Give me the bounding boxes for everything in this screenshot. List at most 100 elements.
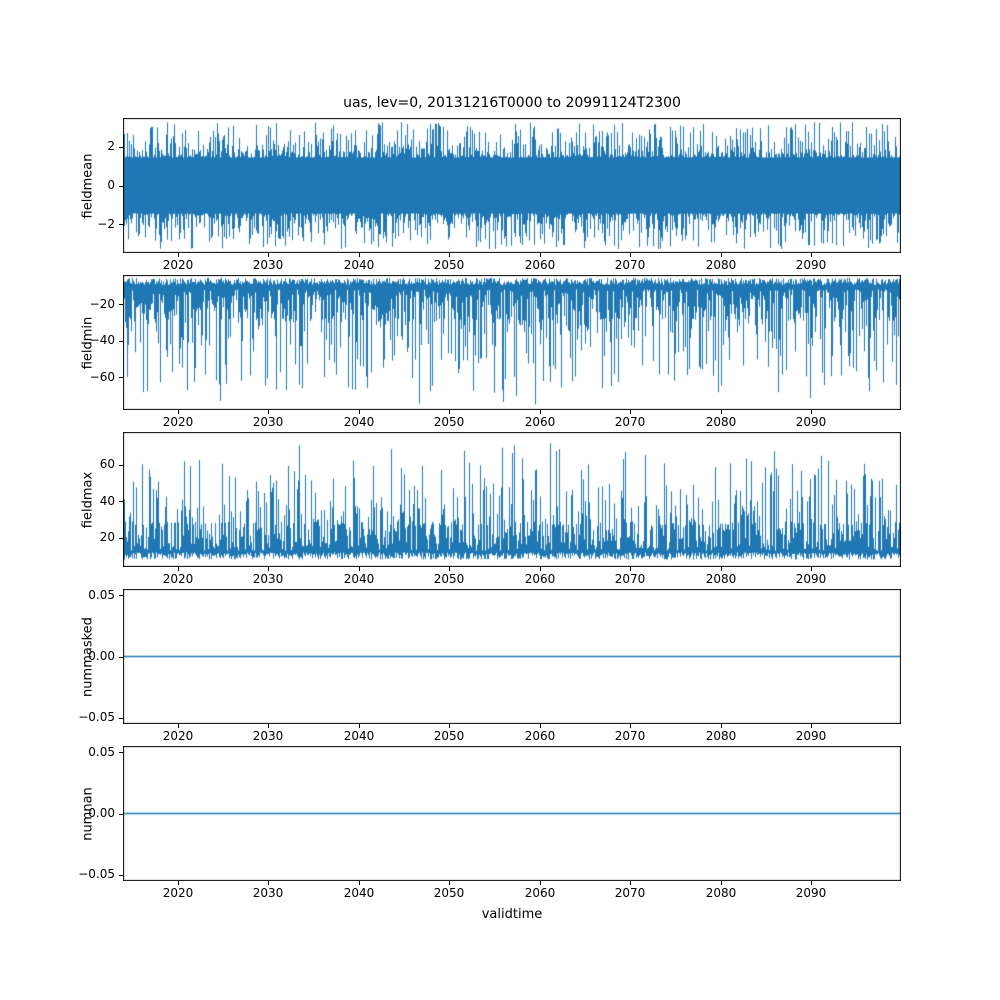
x-tick-mark xyxy=(359,567,360,571)
x-tick-mark xyxy=(268,724,269,728)
y-tick-mark xyxy=(119,186,123,187)
x-tick-label: 2060 xyxy=(524,886,556,900)
x-tick-label: 2070 xyxy=(614,415,646,429)
y-tick-label: −0.05 xyxy=(78,710,115,724)
y-tick-label: 0 xyxy=(107,178,115,192)
x-tick-label: 2040 xyxy=(343,415,375,429)
x-tick-mark xyxy=(630,724,631,728)
x-tick-label: 2020 xyxy=(162,572,194,586)
x-tick-mark xyxy=(268,253,269,257)
y-tick-label: −60 xyxy=(89,370,115,384)
y-tick-label: 20 xyxy=(99,530,115,544)
x-tick-label: 2020 xyxy=(162,415,194,429)
x-tick-label: 2050 xyxy=(433,258,465,272)
x-tick-label: 2030 xyxy=(252,415,284,429)
x-tick-mark xyxy=(721,253,722,257)
x-tick-label: 2040 xyxy=(343,258,375,272)
x-tick-label: 2040 xyxy=(343,886,375,900)
y-tick-mark xyxy=(119,304,123,305)
x-tick-label: 2090 xyxy=(795,729,827,743)
x-tick-mark xyxy=(811,410,812,414)
x-tick-mark xyxy=(540,253,541,257)
x-tick-label: 2090 xyxy=(795,572,827,586)
plot-area-fieldmean xyxy=(123,118,901,253)
y-tick-label: 40 xyxy=(99,494,115,508)
y-tick-mark xyxy=(119,377,123,378)
x-tick-label: 2080 xyxy=(705,572,737,586)
x-tick-mark xyxy=(540,410,541,414)
x-tick-label: 2080 xyxy=(705,258,737,272)
x-tick-mark xyxy=(721,881,722,885)
y-tick-label: 0.00 xyxy=(88,649,115,663)
x-tick-mark xyxy=(721,567,722,571)
x-axis-label: validtime xyxy=(481,907,543,922)
plot-area-fieldmin xyxy=(123,275,901,410)
y-tick-mark xyxy=(119,465,123,466)
y-tick-mark xyxy=(119,814,123,815)
x-tick-mark xyxy=(359,253,360,257)
x-tick-mark xyxy=(721,724,722,728)
y-tick-mark xyxy=(119,752,123,753)
x-tick-label: 2090 xyxy=(795,886,827,900)
x-tick-label: 2050 xyxy=(433,886,465,900)
x-tick-mark xyxy=(359,410,360,414)
x-tick-mark xyxy=(449,567,450,571)
y-tick-mark xyxy=(119,147,123,148)
x-tick-label: 2080 xyxy=(705,415,737,429)
y-tick-label: −2 xyxy=(97,217,115,231)
x-tick-label: 2080 xyxy=(705,886,737,900)
x-tick-mark xyxy=(811,881,812,885)
plot-area-nummasked xyxy=(123,589,901,724)
y-tick-label: 60 xyxy=(99,457,115,471)
y-tick-mark xyxy=(119,341,123,342)
x-tick-mark xyxy=(268,410,269,414)
y-tick-mark xyxy=(119,657,123,658)
x-tick-label: 2060 xyxy=(524,729,556,743)
x-tick-mark xyxy=(449,253,450,257)
x-tick-label: 2030 xyxy=(252,729,284,743)
x-tick-mark xyxy=(178,567,179,571)
x-tick-mark xyxy=(449,410,450,414)
y-tick-label: −20 xyxy=(89,297,115,311)
x-tick-mark xyxy=(178,724,179,728)
y-tick-mark xyxy=(119,875,123,876)
x-tick-label: 2020 xyxy=(162,729,194,743)
x-tick-mark xyxy=(359,881,360,885)
x-tick-label: 2070 xyxy=(614,729,646,743)
x-tick-mark xyxy=(359,724,360,728)
x-tick-label: 2050 xyxy=(433,572,465,586)
y-tick-label: 0.00 xyxy=(88,806,115,820)
y-tick-label: 0.05 xyxy=(88,588,115,602)
x-tick-label: 2070 xyxy=(614,258,646,272)
y-tick-mark xyxy=(119,501,123,502)
x-tick-label: 2040 xyxy=(343,572,375,586)
y-tick-label: 0.05 xyxy=(88,745,115,759)
x-tick-mark xyxy=(540,567,541,571)
x-tick-label: 2050 xyxy=(433,415,465,429)
y-tick-mark xyxy=(119,595,123,596)
x-tick-mark xyxy=(449,724,450,728)
x-tick-label: 2070 xyxy=(614,572,646,586)
x-tick-label: 2030 xyxy=(252,886,284,900)
x-tick-label: 2040 xyxy=(343,729,375,743)
x-tick-label: 2060 xyxy=(524,415,556,429)
x-tick-label: 2030 xyxy=(252,572,284,586)
y-tick-label: −40 xyxy=(89,333,115,347)
x-tick-mark xyxy=(630,567,631,571)
y-tick-mark xyxy=(119,718,123,719)
x-tick-mark xyxy=(630,881,631,885)
x-tick-mark xyxy=(449,881,450,885)
x-tick-label: 2080 xyxy=(705,729,737,743)
chart-title: uas, lev=0, 20131216T0000 to 20991124T23… xyxy=(343,95,681,111)
x-tick-mark xyxy=(268,567,269,571)
y-tick-label: −0.05 xyxy=(78,867,115,881)
x-tick-mark xyxy=(811,724,812,728)
y-tick-mark xyxy=(119,224,123,225)
x-tick-mark xyxy=(630,410,631,414)
x-tick-label: 2090 xyxy=(795,415,827,429)
x-tick-mark xyxy=(721,410,722,414)
x-tick-label: 2060 xyxy=(524,572,556,586)
x-tick-label: 2090 xyxy=(795,258,827,272)
y-tick-mark xyxy=(119,538,123,539)
x-tick-mark xyxy=(178,253,179,257)
